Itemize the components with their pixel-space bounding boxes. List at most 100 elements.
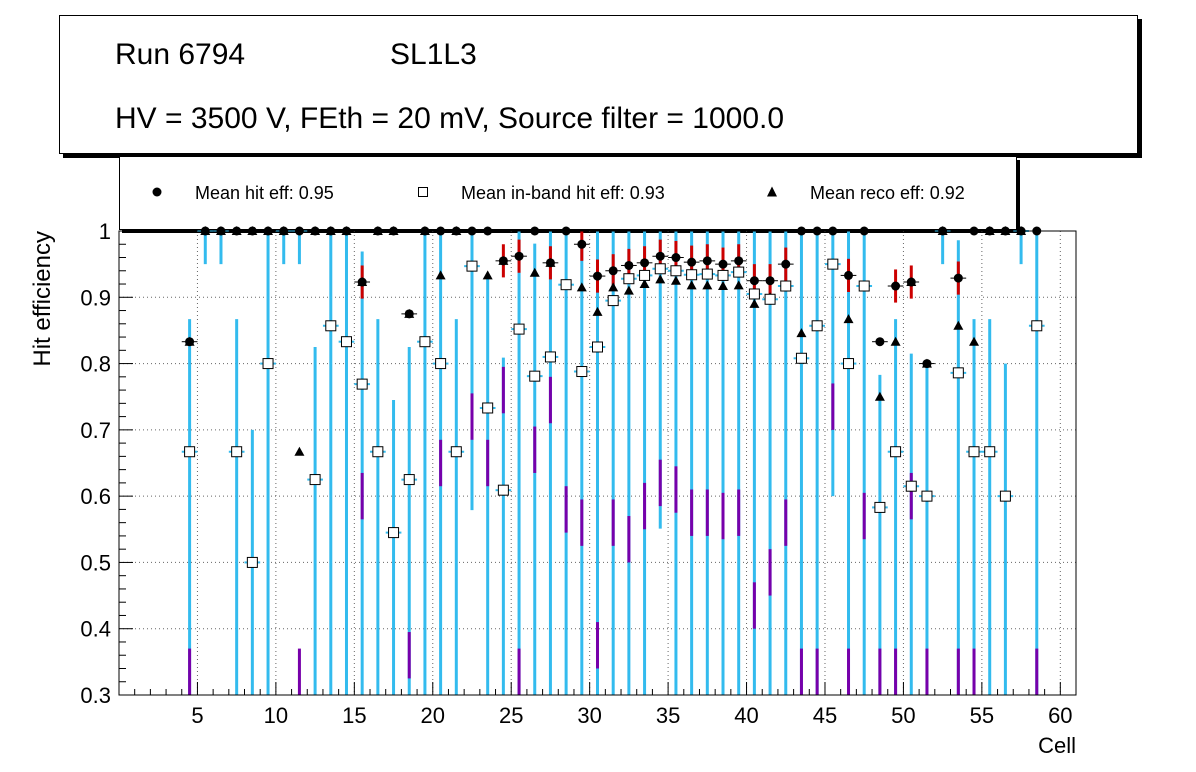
y-tick-label: 0.8 xyxy=(80,352,111,377)
y-axis-label: Hit efficiency xyxy=(29,231,56,367)
plot-frame xyxy=(118,230,1077,696)
inband-point xyxy=(686,269,698,281)
x-tick-label: 40 xyxy=(734,703,758,728)
x-tick-label: 55 xyxy=(970,703,994,728)
hit-point xyxy=(734,256,744,266)
inband-point xyxy=(560,279,572,291)
reco-point xyxy=(639,279,650,289)
reco-point xyxy=(686,280,697,290)
x-tick-label: 60 xyxy=(1048,703,1072,728)
x-tick-label: 5 xyxy=(191,703,203,728)
reco-point xyxy=(874,391,885,401)
hit-point xyxy=(749,276,759,286)
reco-point xyxy=(529,267,540,277)
hit-point xyxy=(671,253,681,263)
reco-point xyxy=(843,314,854,324)
x-tick-label: 15 xyxy=(342,703,366,728)
inband-point xyxy=(419,336,431,348)
reco-point xyxy=(702,280,713,290)
reco-point xyxy=(655,274,666,284)
reco-point xyxy=(969,336,980,346)
inband-point xyxy=(607,295,619,307)
x-tick-label: 50 xyxy=(891,703,915,728)
reco-point xyxy=(921,358,932,368)
inband-point xyxy=(858,280,870,292)
inband-point xyxy=(874,501,886,513)
inband-point xyxy=(309,474,321,486)
inband-point xyxy=(780,280,792,292)
settings-label: HV = 3500 V, FEth = 20 mV, Source filter… xyxy=(115,102,785,135)
legend-inband-label: Mean in-band hit eff: 0.93 xyxy=(461,183,665,203)
inband-point xyxy=(670,265,682,277)
inband-point xyxy=(999,490,1011,502)
hit-point xyxy=(608,266,618,276)
inband-point xyxy=(246,556,258,568)
reco-point xyxy=(357,277,368,287)
inband-point xyxy=(968,446,980,458)
hit-point xyxy=(891,281,901,291)
inband-point xyxy=(450,446,462,458)
inband-point xyxy=(513,323,525,335)
inband-point xyxy=(529,370,541,382)
inband-point xyxy=(435,358,447,370)
reco-point xyxy=(906,277,917,287)
inband-point xyxy=(403,474,415,486)
reco-point xyxy=(608,282,619,292)
y-tick-label: 0.9 xyxy=(80,285,111,310)
x-tick-label: 35 xyxy=(656,703,680,728)
hit-point xyxy=(687,257,697,267)
reco-point xyxy=(718,281,729,291)
legend-hit-label: Mean hit eff: 0.95 xyxy=(195,183,334,203)
inband-point xyxy=(701,268,713,280)
reco-point xyxy=(435,270,446,280)
reco-point xyxy=(576,282,587,292)
inband-point xyxy=(717,269,729,281)
x-axis-label: Cell xyxy=(1038,733,1076,758)
reco-point xyxy=(953,320,964,330)
reco-point xyxy=(733,280,744,290)
hit-point xyxy=(655,251,665,261)
inband-point xyxy=(748,288,760,300)
legend-reco-label: Mean reco eff: 0.92 xyxy=(810,183,965,203)
x-tick-label: 45 xyxy=(813,703,837,728)
x-tick-label: 25 xyxy=(499,703,523,728)
legend-triangle-icon xyxy=(767,186,777,197)
inband-point xyxy=(764,293,776,305)
x-tick-label: 30 xyxy=(577,703,601,728)
reco-point xyxy=(592,306,603,316)
inband-point xyxy=(388,527,400,539)
inband-point xyxy=(592,341,603,353)
inband-point xyxy=(843,358,855,370)
inband-point xyxy=(890,446,902,458)
title-box: Run 6794 SL1L3 HV = 3500 V, FEth = 20 mV… xyxy=(59,15,1138,154)
inband-point xyxy=(921,490,933,502)
inband-point xyxy=(184,446,196,458)
inband-point xyxy=(733,266,745,278)
hit-point xyxy=(953,273,963,283)
y-tick-label: 0.5 xyxy=(80,550,111,575)
y-tick-label: 0.6 xyxy=(80,484,111,509)
inband-point xyxy=(466,260,478,272)
inband-point xyxy=(795,352,807,364)
inband-point xyxy=(905,480,917,492)
inband-point xyxy=(827,258,839,270)
hit-point xyxy=(577,239,587,249)
reco-point xyxy=(294,446,305,456)
x-tick-label: 20 xyxy=(421,703,445,728)
hit-point xyxy=(702,256,712,266)
inband-point xyxy=(262,358,274,370)
reco-point xyxy=(545,257,556,267)
reco-point xyxy=(749,298,760,308)
run-label: Run 6794 xyxy=(115,38,246,71)
legend-open-square-icon xyxy=(418,187,428,197)
legend: Mean hit eff: 0.95 Mean in-band hit eff:… xyxy=(119,157,1017,230)
hit-point xyxy=(593,271,602,281)
hit-point xyxy=(514,251,524,261)
inband-point xyxy=(231,446,243,458)
hit-point xyxy=(781,259,791,269)
reco-point xyxy=(404,308,415,318)
inband-point xyxy=(654,263,666,275)
x-tick-label: 10 xyxy=(264,703,288,728)
inband-point xyxy=(356,378,368,390)
